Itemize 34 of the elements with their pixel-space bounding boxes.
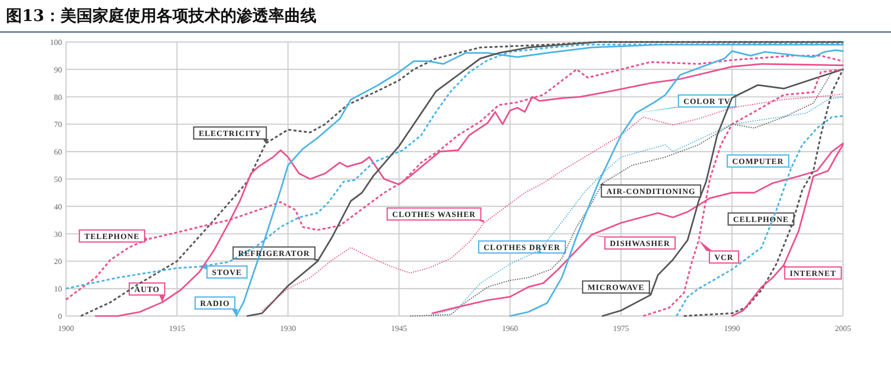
y-tick-label: 30 [54,230,62,239]
x-tick-label: 1930 [280,324,296,333]
y-tick-label: 0 [58,312,62,321]
y-tick-label: 70 [54,120,62,130]
x-tick-label: 1975 [613,324,629,333]
series-label: COLOR TV [683,97,731,106]
y-tick-label: 10 [54,284,62,294]
y-tick-label: 20 [54,257,62,266]
y-tick-label: 60 [54,148,62,157]
series-label: STOVE [212,268,242,277]
x-tick-label: 1900 [58,324,74,333]
text: VCR [714,253,734,262]
chart-title: 图13：美国家庭使用各项技术的渗透率曲线 [6,6,316,25]
x-tick-label: 1915 [169,324,185,333]
series-label: COMPUTER [732,157,784,166]
y-tick-label: 90 [54,65,62,74]
y-tick-label: 100 [50,38,62,47]
series-label: ELECTRICITY [198,129,262,138]
series-label: DISHWASHER [610,239,670,248]
series-label: RADIO [200,299,230,308]
x-tick-label: 1990 [724,324,740,333]
y-tick-label: 50 [54,175,62,184]
x-tick-label: 1960 [502,324,518,333]
series-label: CLOTHES WASHER [392,210,476,219]
series-label: TELEPHONE [84,232,140,241]
x-tick-label: 1945 [391,324,407,333]
x-tick-label: 2005 [835,324,851,333]
y-tick-label: 40 [54,202,62,212]
series-label: AUTO [134,285,160,294]
series-label: INTERNET [790,269,836,278]
y-tick-label: 80 [54,92,62,102]
series-label: CELLPHONE [733,215,789,224]
series-label: AIR-CONDITIONING [606,187,696,196]
series-label: MICROWAVE [588,283,644,292]
